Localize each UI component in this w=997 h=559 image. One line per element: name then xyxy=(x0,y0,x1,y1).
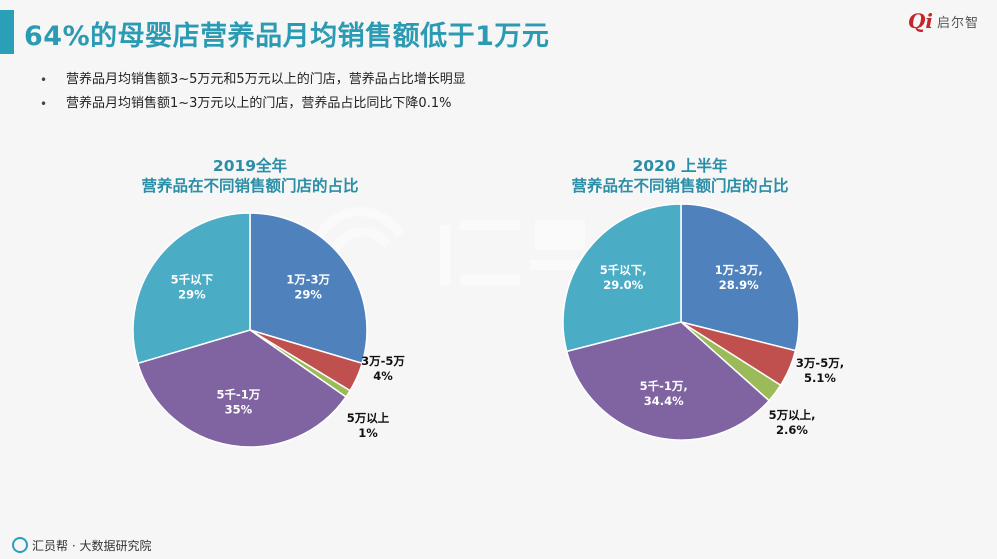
chart-2-title: 2020 上半年 营养品在不同销售额门店的占比 xyxy=(540,156,820,196)
pie-2020h1-slice-4-value: 29.0% xyxy=(603,278,643,292)
pie-2019-slice-1-value: 4% xyxy=(373,369,393,383)
pie-2019-slice-4 xyxy=(132,212,251,365)
pie-2019-slice-4-value: 29% xyxy=(178,288,206,302)
pie-2019-slice-4-label: 5千以下 xyxy=(171,273,214,287)
pie-chart-2020h1: 1万-3万,28.9% 3万-5万,5.1% 5万以上,2.6% 5千-1万,34.4… xyxy=(562,203,844,441)
chart-2-title-line2: 营养品在不同销售额门店的占比 xyxy=(571,177,789,195)
pie-2020h1-slice-4 xyxy=(562,203,682,353)
pie-2019-slice-0 xyxy=(249,212,368,365)
bullet-item: 营养品月均销售额1~3万元以上的门店，营养品占比同比下降0.1% xyxy=(40,92,466,116)
pie-2019-slice-3-value: 35% xyxy=(225,403,253,417)
pie-2020h1-slice-2-value: 2.6% xyxy=(776,423,808,437)
chart-1-title-line1: 2019全年 xyxy=(212,157,288,175)
footer-brand-icon xyxy=(12,537,28,553)
bullet-list: 营养品月均销售额3~5万元和5万元以上的门店，营养品占比增长明显 营养品月均销售… xyxy=(40,68,466,116)
pie-2020h1-slice-4-label: 5千以下, xyxy=(600,263,647,277)
chart-1-title-line2: 营养品在不同销售额门店的占比 xyxy=(141,177,359,195)
footer-text: 汇员帮 · 大数据研究院 xyxy=(32,538,152,553)
pie-2019-slice-0-label: 1万-3万 xyxy=(286,273,330,287)
brand-logo-text: 启尔智 xyxy=(936,15,979,31)
chart-2-title-line1: 2020 上半年 xyxy=(632,157,728,175)
footer: 汇员帮 · 大数据研究院 xyxy=(0,531,151,559)
chart-1-title: 2019全年 营养品在不同销售额门店的占比 xyxy=(110,156,390,196)
pie-2020h1-slice-0 xyxy=(680,203,800,352)
pie-2019-slice-3 xyxy=(136,329,348,448)
brand-logo-mark: Qi xyxy=(907,9,933,33)
pie-2020h1-slice-2-label: 5万以上, xyxy=(769,408,816,422)
brand-logo: Qi 启尔智 xyxy=(908,10,979,32)
page-title: 64%的母婴店营养品月均销售额低于1万元 xyxy=(24,21,550,52)
pie-2019-slice-2-value: 1% xyxy=(358,426,378,440)
pie-2019-slice-0-value: 29% xyxy=(294,288,322,302)
pie-2019-slice-1-label: 3万-5万 xyxy=(361,354,405,368)
pie-2020h1-slice-1-label: 3万-5万, xyxy=(796,356,844,370)
pie-2019-slice-2-label: 5万以上 xyxy=(347,411,390,425)
pie-2020h1-slice-1-value: 5.1% xyxy=(804,371,836,385)
pie-2020h1-slice-0-value: 28.9% xyxy=(719,278,759,292)
pie-2020h1-slice-3-value: 34.4% xyxy=(644,394,684,408)
pie-2020h1-slice-3-label: 5千-1万, xyxy=(640,379,688,393)
bullet-item: 营养品月均销售额3~5万元和5万元以上的门店，营养品占比增长明显 xyxy=(40,68,466,92)
pie-2020h1-slice-3 xyxy=(565,321,771,441)
pie-2019-slice-3-label: 5千-1万 xyxy=(217,388,261,402)
title-accent-bar xyxy=(0,10,14,54)
pie-2020h1-slice-0-label: 1万-3万, xyxy=(715,263,763,277)
